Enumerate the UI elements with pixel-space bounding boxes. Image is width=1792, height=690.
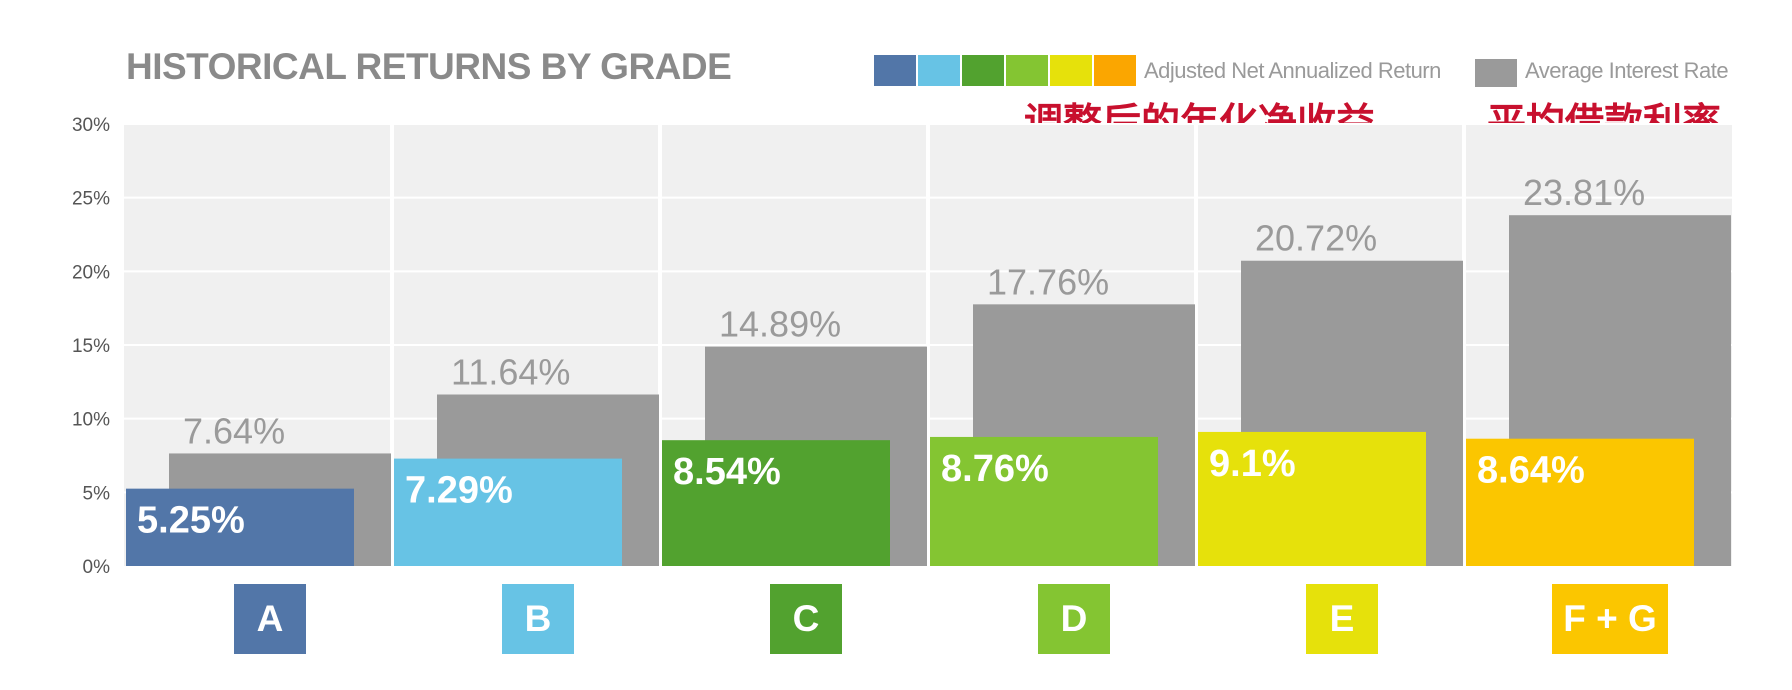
net-return-label: 7.29% [405,470,513,512]
net-return-label: 8.54% [673,451,781,493]
avg-rate-label: 20.72% [1255,218,1377,259]
legend-swatch-3 [962,55,1004,86]
legend-swatch-6 [1094,55,1136,86]
y-tick-label: 20% [72,262,110,283]
y-tick-label: 5% [83,483,111,504]
net-return-label: 8.64% [1477,450,1585,492]
chart-title: HISTORICAL RETURNS BY GRADE [126,46,732,87]
net-return-bar [930,436,1158,566]
net-return-bar [394,458,622,566]
category-badge: D [1038,584,1110,654]
net-return-label: 5.25% [137,500,245,542]
legend-net-label: Adjusted Net Annualized Return [1144,58,1441,83]
avg-rate-label: 11.64% [451,352,570,393]
category-badge: B [502,584,574,654]
y-tick-label: 10% [72,410,110,431]
y-tick-label: 15% [72,336,110,357]
legend-swatch-5 [1050,55,1092,86]
legend-swatch-1 [874,55,916,86]
legend-avg-swatch [1475,59,1517,87]
net-return-label: 8.76% [941,448,1049,490]
y-tick-label: 25% [72,189,110,210]
legend-swatch-4 [1006,55,1048,86]
category-badge: C [770,584,842,654]
avg-rate-label: 17.76% [987,261,1109,302]
y-tick-label: 30% [72,115,110,136]
net-return-bar [662,440,890,566]
avg-rate-label: 7.64% [183,410,285,451]
net-return-label: 9.1% [1209,443,1296,485]
avg-rate-label: 23.81% [1523,172,1645,213]
category-badge: F + G [1552,584,1668,654]
avg-rate-label: 14.89% [719,304,841,345]
y-tick-label: 0% [83,557,111,578]
net-return-bar [1466,438,1694,566]
net-return-bar [1198,431,1426,566]
legend-avg-label: Average Interest Rate [1525,58,1729,83]
legend-swatch-2 [918,55,960,86]
category-badge: A [234,584,306,654]
legend-net-swatches [874,55,1138,86]
category-badge: E [1306,584,1378,654]
net-return-bar [126,488,354,566]
